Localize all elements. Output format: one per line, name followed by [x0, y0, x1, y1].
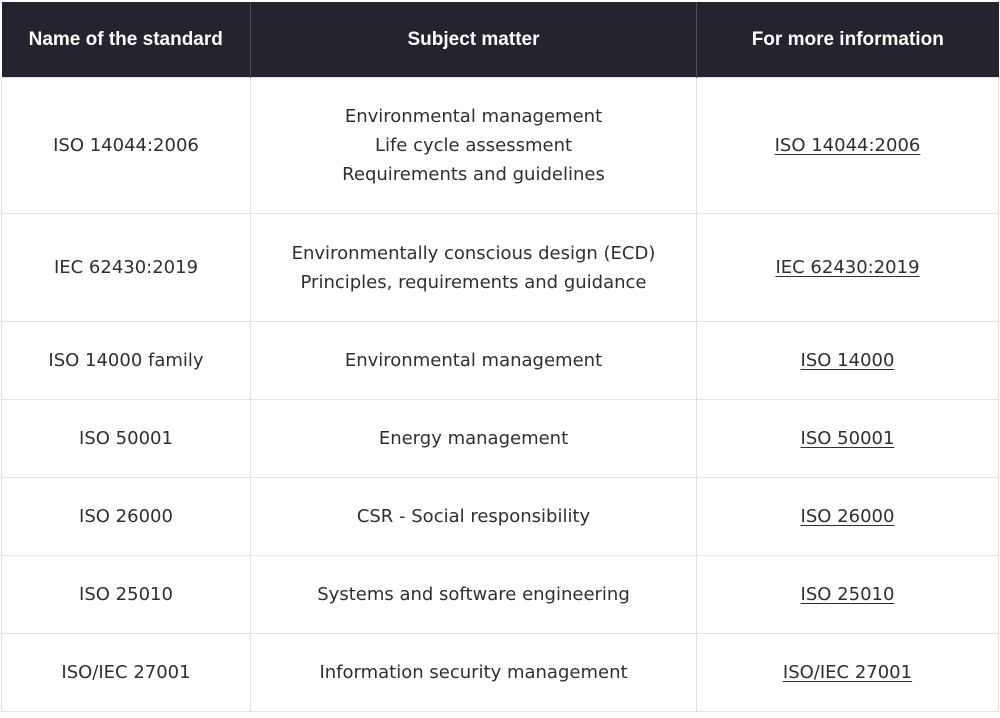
table-row: ISO 26000 CSR - Social responsibility IS… — [1, 477, 999, 556]
standard-name-cell: ISO 14044:2006 — [1, 77, 251, 214]
standard-name-cell: ISO 25010 — [1, 555, 251, 634]
more-info-link[interactable]: ISO 14044:2006 — [774, 135, 921, 156]
table-row: ISO 14044:2006 Environmental management … — [1, 77, 999, 214]
subject-matter-cell: CSR - Social responsibility — [250, 477, 697, 556]
more-info-cell: ISO 14000 — [696, 321, 999, 400]
more-info-cell: ISO 14044:2006 — [696, 77, 999, 214]
more-info-cell: ISO/IEC 27001 — [696, 633, 999, 712]
more-info-link[interactable]: IEC 62430:2019 — [775, 257, 920, 278]
standard-name-cell: ISO 50001 — [1, 399, 251, 478]
table-body: ISO 14044:2006 Environmental management … — [1, 77, 999, 712]
more-info-link[interactable]: ISO 26000 — [800, 506, 895, 527]
standard-name-cell: ISO 14000 family — [1, 321, 251, 400]
more-info-cell: ISO 25010 — [696, 555, 999, 634]
table-row: ISO 25010 Systems and software engineeri… — [1, 555, 999, 634]
table-row: ISO/IEC 27001 Information security manag… — [1, 633, 999, 712]
column-header-name: Name of the standard — [1, 2, 251, 78]
subject-line: CSR - Social responsibility — [356, 506, 591, 527]
subject-line: Energy management — [378, 428, 569, 449]
standard-name-cell: ISO 26000 — [1, 477, 251, 556]
table-row: ISO 50001 Energy management ISO 50001 — [1, 399, 999, 478]
table-header: Name of the standard Subject matter For … — [1, 2, 999, 78]
subject-matter-cell: Environmentally conscious design (ECD) P… — [250, 213, 697, 322]
subject-line: Requirements and guidelines — [342, 164, 605, 185]
more-info-cell: ISO 26000 — [696, 477, 999, 556]
subject-matter-cell: Environmental management Life cycle asse… — [250, 77, 697, 214]
subject-line: Information security management — [319, 662, 628, 683]
more-info-cell: IEC 62430:2019 — [696, 213, 999, 322]
column-header-info: For more information — [696, 2, 999, 78]
subject-matter-cell: Environmental management — [250, 321, 697, 400]
table-row: IEC 62430:2019 Environmentally conscious… — [1, 213, 999, 322]
subject-line: Environmentally conscious design (ECD) — [291, 242, 656, 264]
header-row: Name of the standard Subject matter For … — [1, 2, 999, 78]
subject-line: Systems and software engineering — [317, 584, 630, 605]
more-info-link[interactable]: ISO/IEC 27001 — [782, 662, 913, 683]
subject-matter-cell: Information security management — [250, 633, 697, 712]
column-header-subject: Subject matter — [250, 2, 697, 78]
more-info-cell: ISO 50001 — [696, 399, 999, 478]
standard-name-cell: IEC 62430:2019 — [1, 213, 251, 322]
subject-line: Environmental management — [344, 350, 603, 371]
subject-line: Life cycle assessment — [374, 135, 573, 156]
standard-name-cell: ISO/IEC 27001 — [1, 633, 251, 712]
subject-line: Environmental management — [344, 106, 603, 127]
subject-line: Principles, requirements and guidance — [300, 271, 647, 293]
subject-matter-cell: Energy management — [250, 399, 697, 478]
more-info-link[interactable]: ISO 14000 — [800, 350, 895, 371]
more-info-link[interactable]: ISO 25010 — [800, 584, 895, 605]
more-info-link[interactable]: ISO 50001 — [800, 428, 895, 449]
subject-matter-cell: Systems and software engineering — [250, 555, 697, 634]
table-row: ISO 14000 family Environmental managemen… — [1, 321, 999, 400]
